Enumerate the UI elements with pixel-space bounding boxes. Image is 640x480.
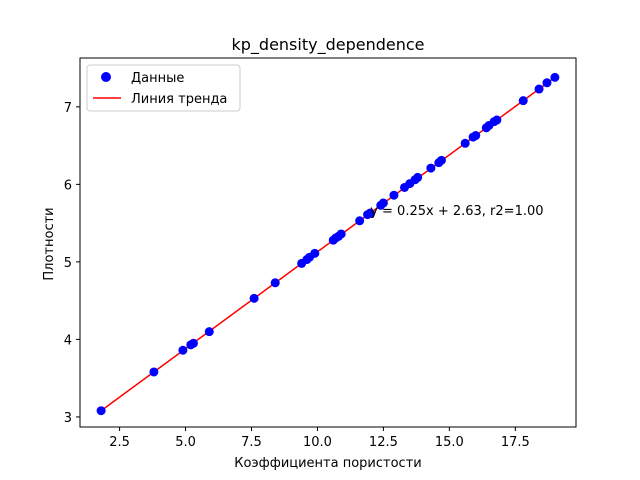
y-tick-label: 4	[64, 333, 72, 348]
y-tick-label: 3	[64, 411, 72, 426]
data-point	[550, 72, 560, 82]
legend: Данные Линия тренда	[86, 64, 241, 112]
legend-label-data: Данные	[131, 71, 184, 86]
data-point	[436, 155, 446, 165]
x-tick-label: 12.5	[369, 435, 398, 450]
data-point	[310, 248, 320, 258]
data-point	[270, 278, 280, 288]
trend-equation-annotation: y = 0.25x + 2.63, r2=1.00	[370, 204, 543, 219]
y-tick-label: 5	[64, 256, 72, 271]
x-tick-label: 5.0	[175, 435, 196, 450]
data-point	[542, 78, 552, 88]
x-tick-label: 10.0	[303, 435, 332, 450]
legend-label-trend: Линия тренда	[131, 92, 227, 107]
x-tick-label: 17.5	[501, 435, 530, 450]
data-point	[365, 208, 375, 218]
data-point	[460, 138, 470, 148]
plot-area: y = 0.25x + 2.63, r2=1.00	[96, 72, 560, 416]
data-point	[518, 96, 528, 106]
x-axis-label: Коэффициента пористости	[234, 456, 421, 471]
data-point	[389, 190, 399, 200]
y-tick-label: 7	[64, 101, 72, 116]
x-tick-label: 2.5	[109, 435, 130, 450]
data-point	[96, 406, 106, 416]
x-tick-label: 15.0	[435, 435, 464, 450]
axes: 2.5 5.0 7.5 10.0 12.5 15.0 17.5 3 4 5 6 7	[64, 57, 577, 450]
data-point	[413, 172, 423, 182]
y-axis-label: Плотности	[42, 207, 57, 280]
data-point	[149, 367, 159, 377]
data-point	[426, 163, 436, 173]
data-point	[336, 229, 346, 239]
data-point	[471, 131, 481, 141]
axes-frame	[79, 57, 577, 428]
data-point	[492, 115, 502, 125]
data-point	[355, 216, 365, 226]
data-point	[249, 293, 259, 303]
data-point	[178, 345, 188, 355]
x-tick-label: 7.5	[241, 435, 262, 450]
data-point	[378, 198, 388, 208]
data-point	[188, 338, 198, 348]
chart-title: kp_density_dependence	[231, 35, 424, 55]
legend-marker-data	[101, 72, 111, 82]
legend-box	[86, 64, 241, 112]
data-point	[204, 327, 214, 337]
data-point	[534, 84, 544, 94]
y-tick-label: 6	[64, 178, 72, 193]
